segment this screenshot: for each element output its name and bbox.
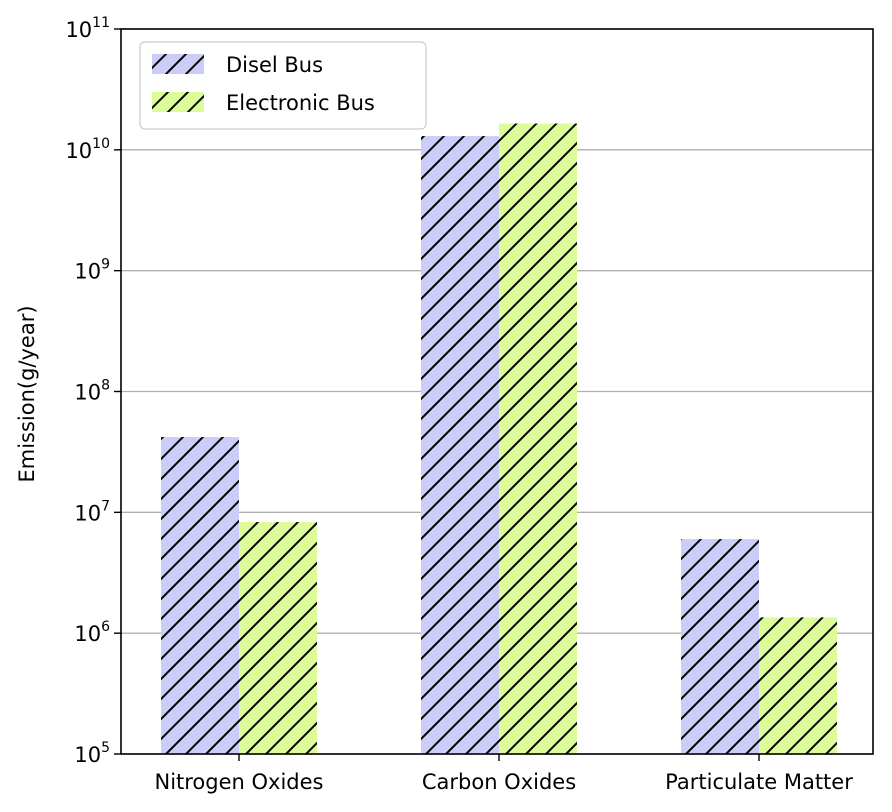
x-category-label: Particulate Matter [665, 770, 853, 794]
bar-hatch-0-0 [161, 437, 239, 754]
bar-hatch-1-2 [759, 617, 837, 754]
y-axis-label: Emission(g/year) [15, 305, 39, 482]
x-axis-categories: Nitrogen Oxides Carbon Oxides Particulate … [154, 754, 853, 794]
y-tick-label: 108 [74, 378, 110, 405]
legend-label: Disel Bus [226, 53, 323, 77]
legend-label: Electronic Bus [226, 91, 375, 115]
bar-hatch-0-2 [681, 539, 759, 754]
legend: Disel Bus Electronic Bus [139, 41, 427, 130]
legend-swatch-hatch [152, 92, 204, 112]
bar-hatch-1-1 [499, 123, 577, 755]
y-tick-label: 1010 [65, 136, 110, 163]
y-tick-label: 106 [74, 619, 110, 646]
y-tick-label: 1011 [65, 15, 110, 42]
bar-hatch-1-0 [239, 522, 317, 754]
y-axis-ticks: 105 106 107 108 109 1010 1011 [65, 15, 121, 767]
legend-box [139, 41, 427, 130]
y-tick-label: 107 [74, 498, 110, 525]
x-category-label: Nitrogen Oxides [154, 770, 323, 794]
x-category-label: Carbon Oxides [422, 770, 576, 794]
bar-hatch-0-1 [421, 136, 499, 754]
bars [161, 123, 837, 755]
y-tick-label: 105 [74, 740, 110, 767]
legend-swatch-hatch [152, 54, 204, 74]
y-tick-label: 109 [74, 257, 110, 284]
